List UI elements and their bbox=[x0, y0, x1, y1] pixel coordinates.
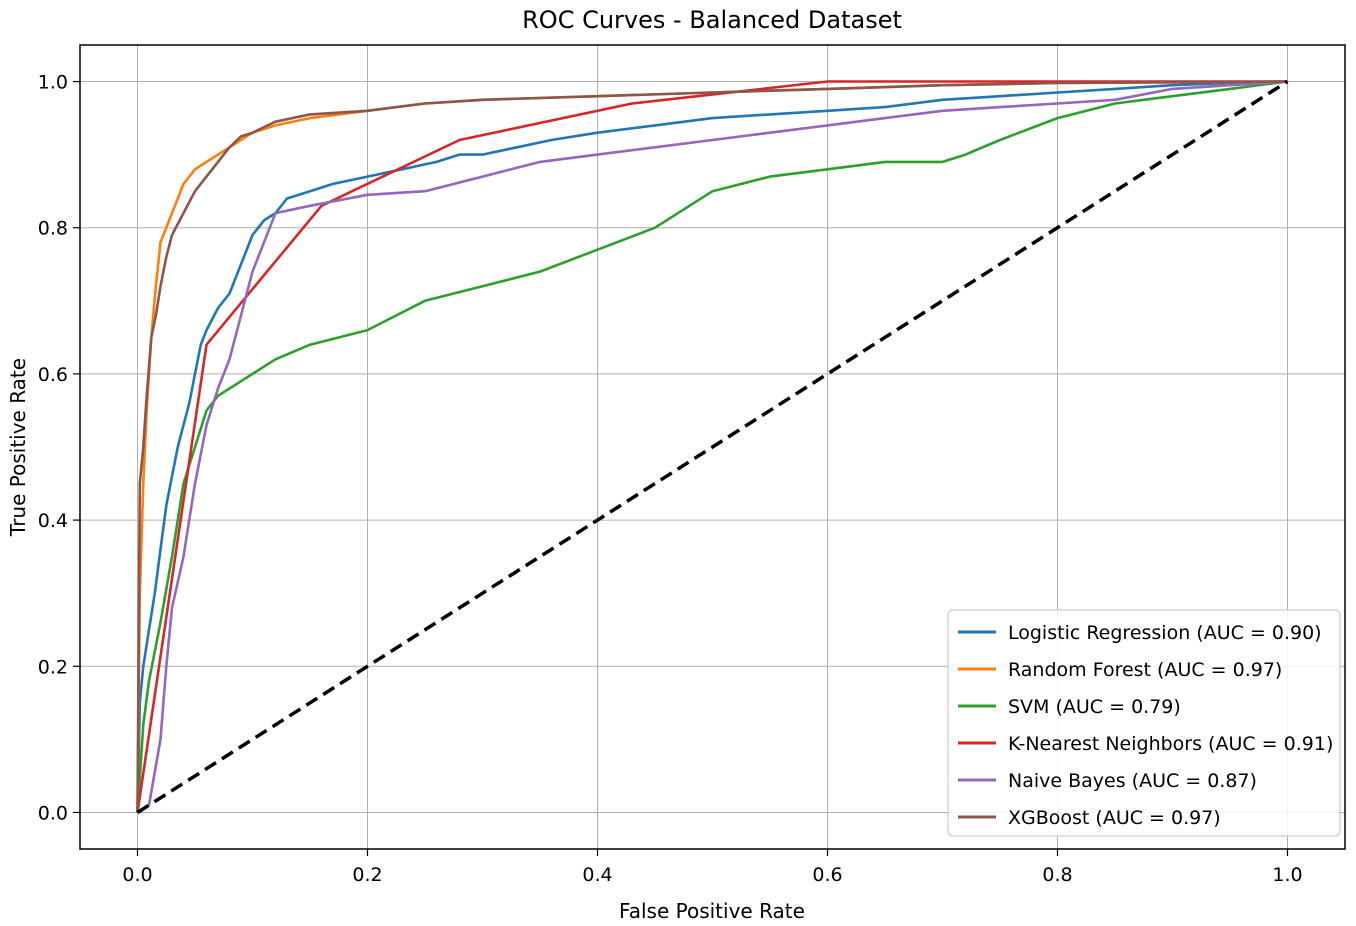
x-tick-label: 0.2 bbox=[352, 864, 382, 886]
legend-label-2: SVM (AUC = 0.79) bbox=[1008, 696, 1181, 718]
series-line-0 bbox=[136, 80, 1288, 813]
x-tick-label: 0.0 bbox=[122, 864, 152, 886]
series-line-5 bbox=[136, 80, 1288, 813]
legend: Logistic Regression (AUC = 0.90) Random F… bbox=[947, 609, 1341, 837]
y-tick-label: 0.2 bbox=[38, 656, 68, 678]
legend-label-5: XGBoost (AUC = 0.97) bbox=[1008, 807, 1221, 829]
x-tick-label: 0.4 bbox=[582, 864, 612, 886]
x-tick-label: 0.6 bbox=[812, 864, 842, 886]
series-line-3 bbox=[136, 80, 1288, 813]
legend-label-0: Logistic Regression (AUC = 0.90) bbox=[1008, 622, 1322, 644]
reference-diagonal-line bbox=[136, 80, 1289, 814]
legend-label-3: K-Nearest Neighbors (AUC = 0.91) bbox=[1008, 733, 1333, 755]
y-tick-label: 0.8 bbox=[38, 218, 68, 240]
legend-box bbox=[947, 609, 1341, 837]
legend-label-1: Random Forest (AUC = 0.97) bbox=[1008, 659, 1282, 681]
x-tick-label: 1.0 bbox=[1272, 864, 1302, 886]
y-tick-label: 0.4 bbox=[38, 510, 68, 532]
axis-ticks: 0.0 0.2 0.4 0.6 0.8 1.0 0.0 0.2 0.4 0.6 0.8 1.0 bbox=[38, 72, 1303, 886]
series-line-4 bbox=[136, 80, 1288, 814]
y-axis-label: True Positive Rate bbox=[6, 358, 30, 537]
grid bbox=[80, 45, 1345, 849]
x-axis-label: False Positive Rate bbox=[619, 899, 805, 923]
plot-frame bbox=[79, 44, 1346, 850]
series-line-2 bbox=[136, 80, 1288, 813]
y-tick-label: 0.6 bbox=[38, 364, 68, 386]
y-tick-label: 0.0 bbox=[38, 802, 68, 824]
plot-area bbox=[136, 80, 1289, 814]
legend-label-4: Naive Bayes (AUC = 0.87) bbox=[1008, 770, 1257, 792]
chart-title: ROC Curves - Balanced Dataset bbox=[522, 6, 902, 34]
x-tick-label: 0.8 bbox=[1042, 864, 1072, 886]
y-tick-label: 1.0 bbox=[38, 72, 68, 94]
